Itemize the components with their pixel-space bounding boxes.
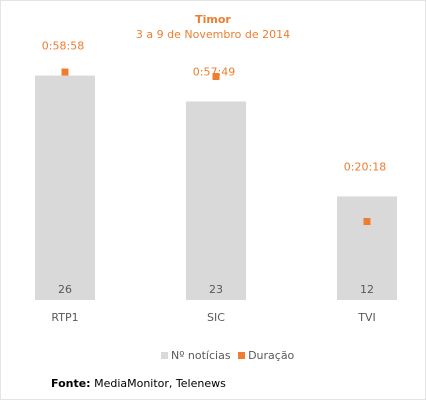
bar-value-label-tvi: 12 (360, 283, 374, 296)
chart-title: Timor (195, 13, 231, 26)
bar-value-label-rtp1: 26 (58, 283, 72, 296)
duration-marker-rtp1 (61, 68, 69, 76)
duration-label-rtp1: 0:58:58 (42, 40, 84, 53)
legend-entry-duration: Duração (238, 349, 294, 362)
source-text: MediaMonitor, Telenews (94, 377, 226, 390)
source-note: Fonte: MediaMonitor, Telenews (51, 377, 226, 390)
duration-label-tvi: 0:20:18 (344, 160, 386, 173)
legend-swatch-marker (238, 352, 246, 359)
bar-value-label-sic: 23 (209, 283, 223, 296)
legend-entry-news-count: Nº notícias (161, 349, 234, 362)
legend-label-news-count: Nº notícias (171, 349, 231, 362)
bar-sic (186, 101, 246, 300)
duration-marker-sic (212, 72, 220, 80)
source-label: Fonte: (51, 377, 91, 390)
category-label-rtp1: RTP1 (51, 311, 78, 324)
duration-label-sic: 0:57:49 (193, 65, 235, 78)
category-label-tvi: TVI (357, 311, 376, 324)
chart-subtitle: 3 a 9 de Novembro de 2014 (135, 28, 291, 41)
plot-area: 26 0:58:58 RTP1 23 0:57:49 SIC 12 0:20:18 TVI (35, 40, 397, 324)
duration-marker-tvi (363, 218, 371, 226)
bar-rtp1 (35, 75, 95, 301)
legend-swatch-bar (161, 352, 168, 359)
legend-label-duration: Duração (248, 349, 295, 362)
category-label-sic: SIC (207, 311, 225, 324)
bar-tvi (337, 196, 397, 300)
legend: Nº notícias Duração (161, 349, 298, 362)
